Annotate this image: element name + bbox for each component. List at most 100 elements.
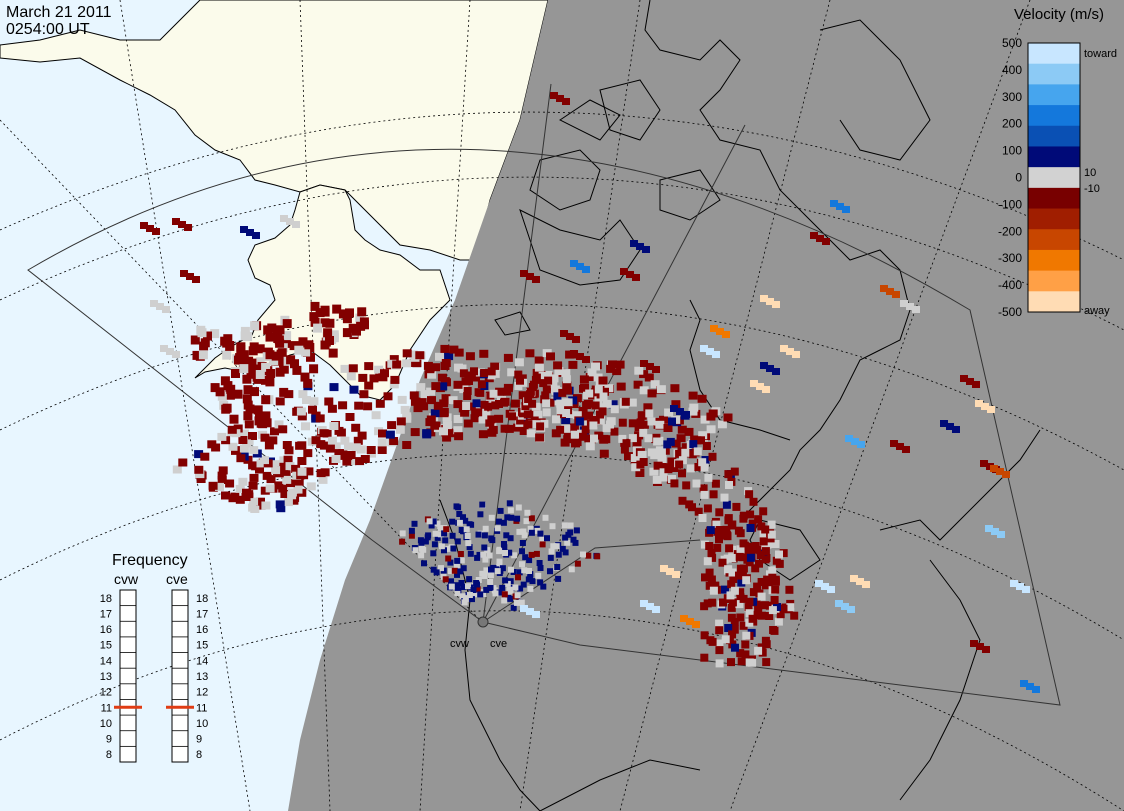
frequency-tick-label-right: 9: [196, 734, 202, 746]
scatter-cell: [700, 631, 709, 640]
scatter-cell: [830, 200, 838, 207]
scatter-cell: [792, 351, 800, 358]
scatter-cell: [620, 268, 628, 275]
scatter-cell: [622, 439, 631, 448]
scatter-cell: [282, 475, 292, 484]
scatter-cell: [726, 591, 735, 600]
scatter-cell: [245, 361, 255, 371]
scatter-cell: [616, 382, 626, 391]
scatter-cell: [525, 576, 532, 583]
scatter-cell: [539, 379, 548, 388]
scatter-cell: [434, 534, 441, 541]
scatter-cell: [282, 331, 292, 341]
scatter-cell: [470, 587, 477, 593]
scatter-cell: [762, 386, 770, 393]
scatter-cell: [636, 243, 644, 250]
scatter-cell: [564, 398, 573, 407]
scatter-cell: [514, 599, 520, 606]
scatter-cell: [775, 559, 784, 568]
scatter-cell: [389, 355, 399, 364]
scatter-cell: [725, 636, 734, 645]
scatter-cell: [284, 390, 294, 399]
scatter-cell: [572, 336, 580, 343]
scatter-cell: [472, 591, 479, 598]
scatter-cell: [610, 427, 619, 436]
scatter-cell: [466, 544, 473, 551]
scatter-cell: [222, 403, 232, 413]
scatter-cell: [985, 525, 993, 532]
scatter-cell: [395, 425, 405, 434]
scatter-cell: [862, 581, 870, 588]
scatter-cell: [650, 380, 660, 389]
scatter-cell: [670, 384, 680, 393]
scatter-cell: [599, 449, 609, 458]
scatter-cell: [497, 507, 504, 514]
scatter-cell: [190, 335, 200, 345]
scatter-cell: [270, 427, 279, 436]
scatter-cell: [410, 397, 420, 406]
scatter-cell: [351, 423, 361, 432]
scatter-cell: [416, 383, 426, 392]
scatter-cell: [700, 415, 710, 424]
scatter-cell: [477, 380, 486, 389]
scatter-cell: [730, 467, 739, 476]
scatter-cell: [766, 298, 774, 305]
scatter-cell: [634, 431, 644, 440]
scatter-cell: [342, 328, 352, 338]
velocity-tick-label: -100: [998, 197, 1022, 211]
scatter-cell: [737, 657, 746, 666]
scatter-cell: [146, 225, 154, 232]
scatter-cell: [261, 375, 270, 385]
scatter-cell: [522, 554, 529, 561]
scatter-cell: [440, 344, 450, 353]
scatter-cell: [301, 422, 310, 431]
frequency-tick-label-right: 14: [196, 655, 208, 667]
scatter-cell: [460, 514, 466, 521]
scatter-cell: [653, 437, 662, 446]
scatter-cell: [396, 417, 406, 426]
scatter-cell: [474, 581, 480, 588]
scatter-cell: [694, 507, 703, 516]
scatter-cell: [422, 430, 432, 439]
velocity-ten-label: 10: [1084, 167, 1096, 179]
scatter-cell: [753, 582, 762, 591]
scatter-cell: [477, 511, 484, 518]
scatter-cell: [248, 432, 257, 440]
scatter-cell: [643, 403, 653, 412]
scatter-cell: [250, 321, 260, 331]
scatter-cell: [646, 363, 654, 370]
scatter-cell: [542, 399, 551, 408]
scatter-cell: [488, 514, 495, 521]
scatter-cell: [448, 578, 454, 585]
scatter-cell: [263, 325, 273, 335]
scatter-cell: [656, 385, 666, 394]
scatter-cell: [250, 364, 260, 374]
scatter-cell: [479, 501, 486, 508]
scatter-cell: [667, 457, 677, 466]
scatter-cell: [715, 639, 724, 648]
scatter-cell: [779, 604, 788, 613]
scatter-cell: [450, 545, 457, 552]
scatter-cell: [756, 383, 764, 390]
scatter-cell: [327, 436, 337, 445]
velocity-tick-label: -300: [998, 251, 1022, 265]
scatter-cell: [515, 504, 522, 511]
scatter-cell: [768, 573, 777, 582]
scatter-cell: [467, 550, 474, 557]
scatter-cell: [527, 525, 534, 532]
scatter-cell: [745, 597, 754, 606]
scatter-cell: [252, 232, 260, 239]
scatter-cell: [568, 396, 578, 405]
scatter-cell: [327, 404, 337, 413]
scatter-cell: [297, 457, 307, 465]
scatter-cell: [517, 585, 524, 592]
scatter-cell: [902, 446, 910, 453]
scatter-cell: [390, 375, 400, 384]
scatter-cell: [265, 332, 275, 342]
scatter-cell: [469, 596, 475, 603]
frequency-gauge-box: [171, 589, 189, 763]
scatter-cell: [601, 435, 611, 444]
scatter-cell: [698, 431, 708, 440]
scatter-cell: [539, 536, 546, 543]
scatter-cell: [463, 526, 470, 533]
